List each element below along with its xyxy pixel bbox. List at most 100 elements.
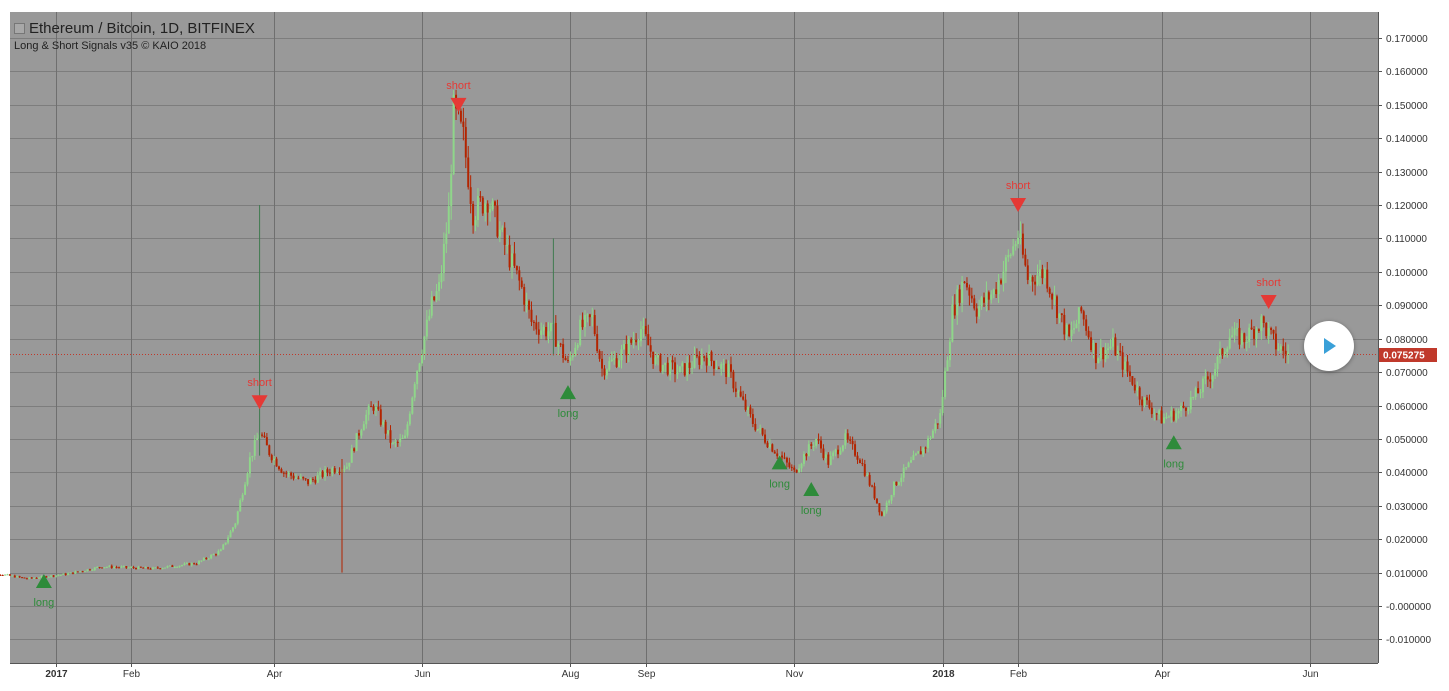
candle-body [84, 571, 87, 573]
candle-body [8, 574, 11, 576]
candle-body [858, 459, 861, 463]
play-button[interactable] [1304, 321, 1354, 371]
candle-body [992, 289, 995, 295]
candle-body [1206, 376, 1209, 380]
candle-body [771, 444, 774, 452]
candle-body [413, 384, 416, 398]
candle-body [822, 448, 825, 459]
candle-body [1073, 328, 1076, 330]
candle-body [244, 484, 247, 495]
candle-body [81, 571, 84, 573]
candle-body [773, 451, 776, 454]
candle-body [1070, 329, 1073, 337]
candle-body [321, 471, 324, 477]
candle-body [888, 500, 891, 503]
candle-body [418, 363, 421, 371]
candle-body [345, 466, 348, 469]
candle-body [525, 300, 528, 305]
candle-body [644, 325, 647, 335]
candle-body [6, 574, 9, 576]
candle-body [193, 563, 196, 565]
y-tick-label: 0.030000 [1386, 502, 1428, 513]
collapse-icon[interactable] [14, 23, 25, 34]
candle-body [195, 564, 198, 566]
candle-body [781, 455, 784, 458]
candle-body [596, 334, 599, 352]
candle-body [532, 321, 535, 323]
candle-body [756, 429, 759, 431]
long-signal-label: long [558, 408, 579, 420]
candle-body [408, 413, 411, 425]
candle-body [98, 567, 101, 569]
candle-body [1133, 384, 1136, 391]
candle-body [515, 265, 518, 271]
candle-body [554, 322, 557, 347]
candle-body [1119, 350, 1122, 353]
candle-body [1260, 316, 1263, 332]
candle-body [1262, 316, 1265, 323]
candle-body [1068, 324, 1071, 337]
candle-body [661, 364, 664, 372]
candle-body [1170, 410, 1173, 417]
candle-body [1243, 333, 1246, 343]
candle-body [739, 391, 742, 397]
candle-body [343, 468, 346, 470]
candle-body [86, 569, 89, 572]
candle-body [469, 187, 472, 204]
y-tick-label: -0.010000 [1386, 635, 1431, 646]
candle-body [873, 486, 876, 499]
candle-body [183, 563, 186, 566]
candle-body [742, 396, 745, 400]
candle-body [229, 531, 232, 538]
price-axis[interactable] [1378, 12, 1449, 677]
time-axis[interactable] [10, 663, 1378, 683]
candle-body [508, 244, 511, 268]
candle-body [744, 399, 747, 410]
candle-body [829, 456, 832, 465]
candle-body [23, 577, 26, 579]
candle-body [722, 363, 725, 365]
candle-body [883, 511, 886, 516]
candle-body [357, 433, 360, 436]
candle-body [438, 282, 441, 292]
candle-body [134, 567, 137, 570]
candle-body [997, 280, 1000, 295]
candle-body [795, 469, 798, 473]
candle-body [749, 407, 752, 415]
last-price-tag: 0.075275 [1379, 348, 1437, 362]
candle-body [382, 421, 385, 425]
last-price-value: 0.075275 [1383, 351, 1425, 362]
candle-body [776, 453, 779, 457]
candle-body [851, 440, 854, 445]
candle-body [280, 469, 283, 473]
long-signal-arrow [559, 385, 576, 400]
candle-body [176, 566, 179, 568]
candle-body [168, 565, 171, 567]
candle-body [557, 343, 560, 347]
candle-body [212, 554, 215, 556]
candle-body [540, 330, 543, 335]
candle-body [435, 291, 438, 301]
candle-body [759, 428, 762, 430]
candle-body [185, 563, 188, 565]
candle-body [1094, 343, 1097, 364]
short-signal-arrow [251, 395, 268, 410]
candle-body [59, 574, 62, 576]
candle-body [4, 574, 7, 576]
candle-body [384, 421, 387, 434]
candle-body [151, 567, 154, 570]
candle-body [669, 360, 672, 375]
plot-area[interactable] [10, 12, 1378, 663]
candle-body [980, 297, 983, 307]
signals: long short short long long long short long short [33, 80, 1280, 609]
candle-body [370, 406, 373, 408]
candle-body [654, 357, 657, 364]
long-signal-label: long [1163, 458, 1184, 470]
candle-body [1199, 392, 1202, 394]
candle-body [671, 360, 674, 363]
candle-body [101, 567, 104, 569]
candle-body [498, 229, 501, 237]
candle-body [287, 472, 290, 474]
candle-body [895, 481, 898, 486]
